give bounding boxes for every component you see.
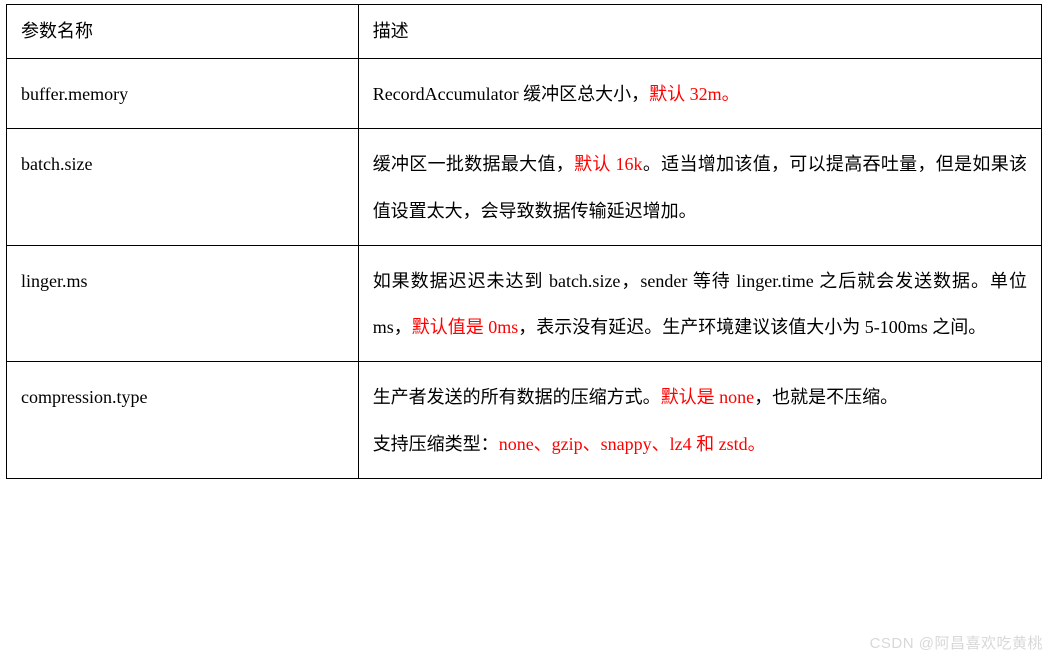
highlight-text: 默认是 none — [661, 387, 755, 407]
table-body: 参数名称描述buffer.memoryRecordAccumulator 缓冲区… — [7, 5, 1042, 479]
desc-text-span: 支持压缩类型： — [373, 434, 499, 454]
watermark: CSDN @阿昌喜欢吃黄桃 — [870, 632, 1043, 653]
param-desc-cell: RecordAccumulator 缓冲区总大小，默认 32m。 — [358, 59, 1041, 129]
table-header-row: 参数名称描述 — [7, 5, 1042, 59]
desc-text-span: RecordAccumulator 缓冲区总大小， — [373, 84, 649, 104]
highlight-text: none、gzip、snappy、lz4 和 zstd。 — [499, 434, 766, 454]
param-desc-cell: 缓冲区一批数据最大值，默认 16k。适当增加该值，可以提高吞吐量，但是如果该值设… — [358, 128, 1041, 245]
param-desc-cell: 如果数据迟迟未达到 batch.size，sender 等待 linger.ti… — [358, 245, 1041, 362]
params-table: 参数名称描述buffer.memoryRecordAccumulator 缓冲区… — [6, 4, 1042, 479]
param-name-cell: buffer.memory — [7, 59, 359, 129]
desc-text-span: ，表示没有延迟。生产环境建议该值大小为 5-100ms 之间。 — [518, 317, 986, 337]
desc-text-span: 生产者发送的所有数据的压缩方式。 — [373, 387, 661, 407]
table-row: batch.size缓冲区一批数据最大值，默认 16k。适当增加该值，可以提高吞… — [7, 128, 1042, 245]
header-col-name: 参数名称 — [7, 5, 359, 59]
header-col-desc: 描述 — [358, 5, 1041, 59]
desc-text-span: 缓冲区一批数据最大值， — [373, 154, 574, 174]
param-name-cell: linger.ms — [7, 245, 359, 362]
param-name-cell: batch.size — [7, 128, 359, 245]
param-desc-cell: 生产者发送的所有数据的压缩方式。默认是 none，也就是不压缩。支持压缩类型：n… — [358, 362, 1041, 479]
table-row: compression.type生产者发送的所有数据的压缩方式。默认是 none… — [7, 362, 1042, 479]
highlight-text: 默认 16k — [574, 154, 642, 174]
desc-text-span: ，也就是不压缩。 — [754, 387, 898, 407]
table-row: linger.ms如果数据迟迟未达到 batch.size，sender 等待 … — [7, 245, 1042, 362]
param-name-cell: compression.type — [7, 362, 359, 479]
highlight-text: 默认 32m。 — [649, 84, 740, 104]
highlight-text: 默认值是 0ms — [412, 317, 519, 337]
table-row: buffer.memoryRecordAccumulator 缓冲区总大小，默认… — [7, 59, 1042, 129]
